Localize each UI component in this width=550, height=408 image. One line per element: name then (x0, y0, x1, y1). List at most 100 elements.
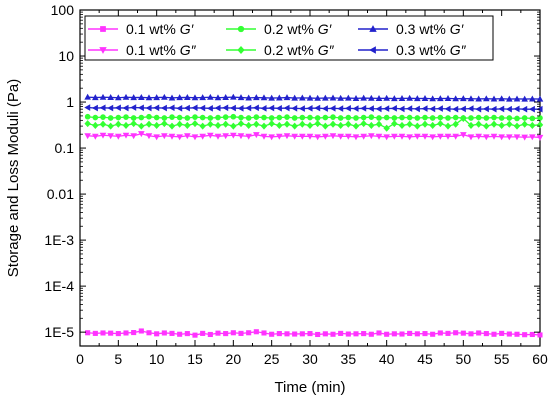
legend-label-prefix: 0.3 wt% (396, 21, 450, 37)
data-point (268, 104, 275, 112)
data-point (444, 94, 452, 101)
data-point (314, 94, 321, 101)
data-point (521, 95, 528, 102)
data-point (490, 105, 497, 113)
data-point (483, 115, 490, 121)
series-1 (84, 113, 543, 122)
data-point (84, 133, 91, 140)
data-point (268, 94, 275, 101)
data-point (375, 105, 382, 113)
data-point (498, 105, 505, 113)
data-point (276, 133, 283, 140)
data-point (467, 134, 475, 141)
data-point (445, 330, 451, 336)
data-point (146, 330, 152, 336)
data-point (160, 104, 167, 112)
data-point (260, 122, 268, 130)
data-point (437, 114, 444, 121)
data-point (391, 95, 398, 102)
data-point (191, 104, 198, 112)
x-tick-label: 20 (226, 351, 242, 367)
data-point (84, 113, 91, 120)
data-point (521, 120, 528, 128)
data-point (261, 330, 267, 336)
data-point (145, 133, 153, 140)
data-point (460, 95, 467, 102)
legend-item: 0.2 wt% G′ (226, 21, 333, 37)
legend-label-symbol: G″ (318, 42, 335, 58)
legend-label: 0.1 wt% G″ (126, 42, 197, 58)
data-point (391, 133, 398, 140)
data-point (115, 133, 122, 140)
legend: 0.1 wt% G′ 0.2 wt% G′ 0.3 wt% G′0.1 wt% G″… (84, 15, 494, 61)
data-point (422, 114, 428, 121)
data-point (261, 114, 267, 121)
data-point (314, 134, 321, 141)
data-point (99, 93, 107, 100)
data-point (275, 105, 282, 112)
data-point (245, 94, 252, 101)
data-point (237, 94, 245, 101)
data-point (252, 104, 259, 112)
data-point (299, 120, 306, 128)
legend-label-symbol: G′ (318, 21, 333, 37)
series-layer (84, 93, 544, 338)
data-point (329, 94, 337, 101)
x-tick-label: 10 (149, 351, 165, 367)
data-point (291, 94, 298, 101)
data-point (91, 104, 98, 112)
data-point (506, 115, 513, 121)
data-point (115, 120, 122, 128)
data-point (276, 114, 283, 121)
data-point (491, 114, 497, 121)
data-point (284, 114, 290, 120)
data-point (429, 121, 436, 129)
data-point (444, 122, 452, 130)
data-point (84, 93, 91, 100)
data-point (315, 331, 321, 338)
data-point (168, 104, 175, 112)
data-point (199, 114, 206, 121)
legend-label-symbol: G′ (180, 21, 195, 37)
data-point (253, 132, 260, 139)
x-tick-label: 40 (379, 351, 395, 367)
data-point (368, 94, 375, 101)
data-point (322, 331, 328, 337)
data-point (200, 330, 206, 336)
data-point (184, 331, 190, 337)
data-point (482, 105, 489, 113)
data-point (490, 120, 498, 128)
data-point (206, 105, 213, 112)
data-point (299, 133, 306, 140)
data-point (429, 115, 436, 121)
data-point (353, 331, 359, 337)
data-point (437, 95, 444, 102)
data-point (406, 134, 413, 141)
data-point (260, 105, 267, 112)
data-point (467, 121, 475, 129)
data-point (483, 331, 489, 337)
data-point (222, 114, 229, 120)
data-point (429, 105, 436, 113)
y-axis-label: Storage and Loss Moduli (Pa) (5, 79, 22, 277)
data-point (483, 134, 490, 141)
data-point (491, 331, 497, 337)
data-point (468, 331, 474, 337)
data-point (230, 122, 237, 130)
data-point (460, 330, 466, 336)
data-point (460, 114, 467, 122)
x-tick-label: 0 (76, 351, 84, 367)
data-point (130, 104, 137, 111)
data-point (214, 121, 222, 129)
data-point (184, 115, 191, 121)
data-point (192, 332, 198, 338)
data-point (138, 131, 145, 138)
data-point (475, 105, 482, 113)
data-point (383, 134, 390, 141)
x-tick-label: 30 (302, 351, 318, 367)
data-point (475, 114, 482, 121)
data-point (476, 330, 482, 336)
data-point (161, 330, 167, 336)
data-point (245, 121, 252, 129)
data-point (398, 133, 406, 140)
